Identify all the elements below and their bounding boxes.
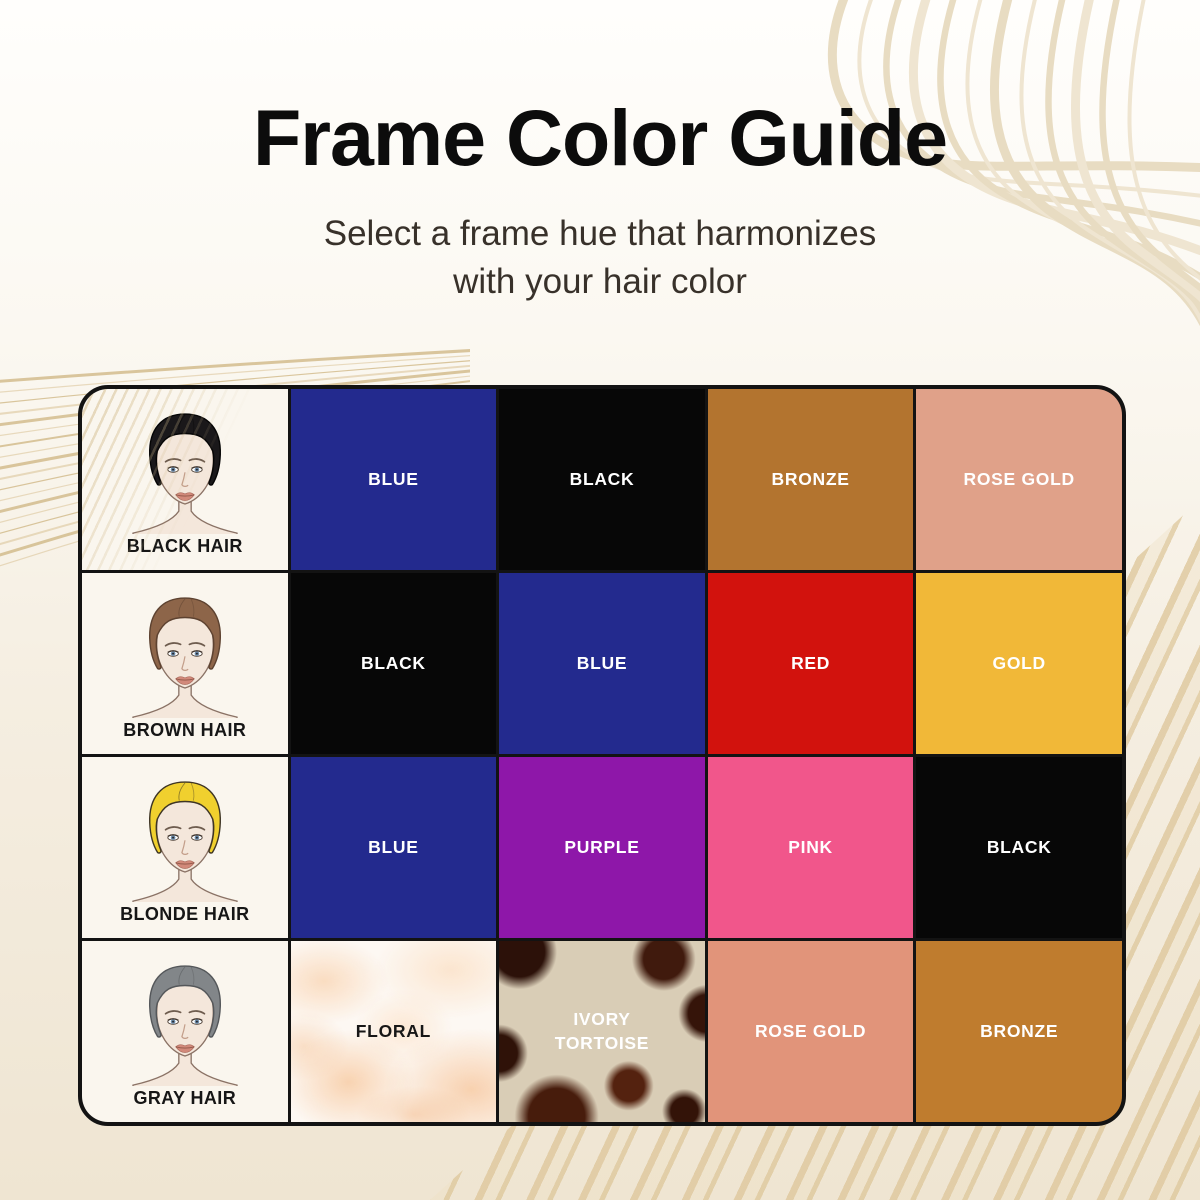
swatch-black-row3: BLACK [916, 757, 1122, 938]
swatch-ivory-tortoise-row4: IVORY TORTOISE [499, 941, 705, 1122]
swatch-blue-row2: BLUE [499, 573, 705, 754]
face-illustration [132, 413, 238, 534]
swatch-label: RED [791, 652, 831, 673]
hair-label: BLONDE HAIR [120, 904, 250, 924]
swatch-label: PURPLE [564, 836, 640, 857]
face-illustration [132, 781, 238, 902]
swatch-bronze-row4: BRONZE [916, 941, 1122, 1122]
swatch-label: GOLD [992, 652, 1046, 673]
swatch-gold-row2: GOLD [916, 573, 1122, 754]
swatch-label: BLACK [986, 836, 1052, 857]
face-cell-blonde-hair: BLONDE HAIR [82, 757, 288, 938]
page-title: Frame Color Guide [252, 93, 948, 182]
face-cell-brown-hair: BROWN HAIR [82, 573, 288, 754]
swatch-blue-row1: BLUE [290, 389, 497, 570]
swatch-rose-gold-row1: ROSE GOLD [916, 389, 1122, 570]
swatch-floral-row4: FLORAL [291, 941, 497, 1122]
swatch-label: BLACK [361, 652, 426, 673]
swatch-label: FLORAL [355, 1020, 431, 1041]
swatch-purple-row3: PURPLE [499, 757, 705, 938]
swatch-label: ROSE GOLD [963, 468, 1075, 489]
hair-label: BROWN HAIR [123, 720, 247, 740]
swatch-label: ROSE GOLD [754, 1020, 867, 1041]
swatch-label: IVORY TORTOISE [554, 1008, 650, 1053]
swatch-label: BLUE [368, 468, 419, 489]
swatch-bronze-row1: BRONZE [707, 389, 914, 570]
swatch-black-row1: BLACK [499, 389, 705, 570]
face-cell-gray-hair: GRAY HAIR [82, 941, 288, 1122]
swatch-pink-row3: PINK [707, 757, 914, 938]
swatch-label: BRONZE [771, 468, 850, 489]
face-cell-black-hair: BLACK HAIR [82, 389, 288, 570]
swatch-blue-row3: BLUE [290, 757, 497, 938]
face-illustration [132, 597, 238, 718]
page-subtitle: Select a frame hue that harmonizes with y… [323, 214, 877, 301]
swatch-label: BLUE [368, 836, 419, 857]
swatch-label: BLACK [569, 468, 635, 489]
swatch-label: PINK [788, 836, 833, 857]
swatch-red-row2: RED [707, 573, 914, 754]
swatch-rose-gold-row4: ROSE GOLD [707, 941, 914, 1122]
color-grid: BLACK HAIR BLUE BLACK BRONZE ROSE GOLD BROWN… [78, 385, 1126, 1126]
hair-label: GRAY HAIR [133, 1088, 237, 1108]
header: Frame Color Guide Select a frame hue tha… [0, 0, 1200, 305]
face-illustration [132, 965, 238, 1086]
hair-label: BLACK HAIR [126, 536, 243, 556]
swatch-label: BLUE [576, 652, 628, 673]
swatch-label: BRONZE [980, 1020, 1059, 1041]
swatch-black-row2: BLACK [290, 573, 497, 754]
